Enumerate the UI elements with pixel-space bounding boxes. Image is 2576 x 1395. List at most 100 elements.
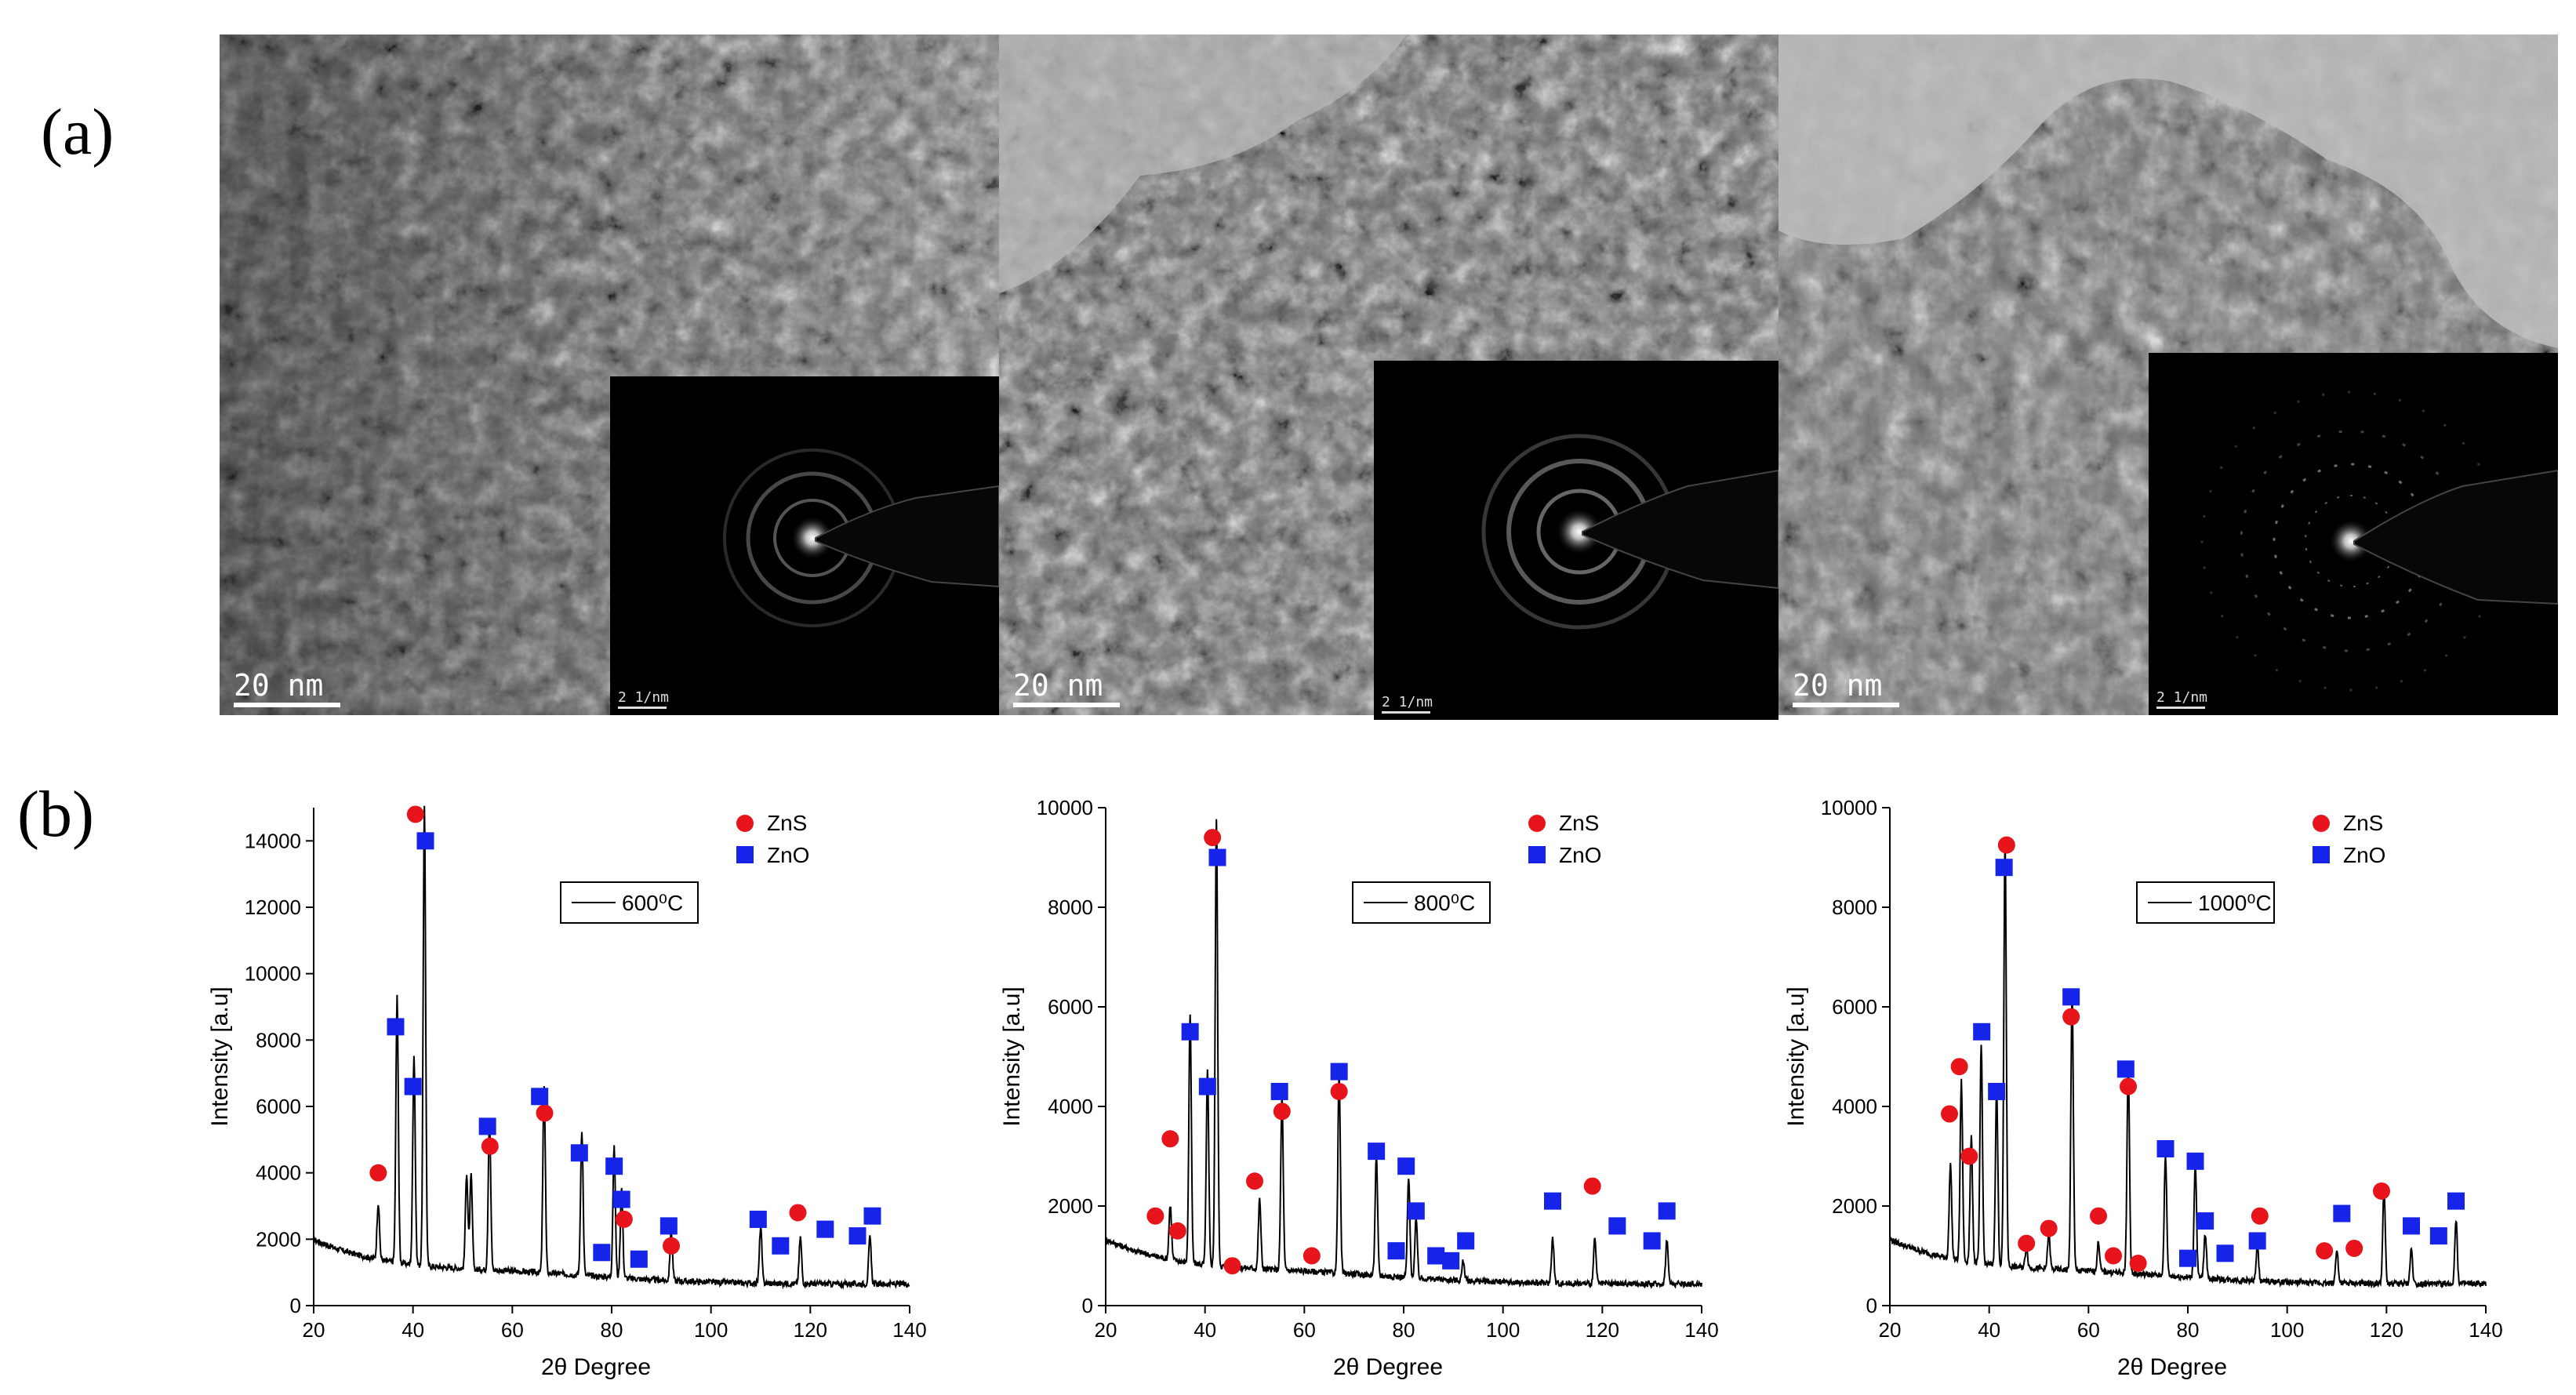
legend-zno-label: ZnO [2343, 843, 2385, 867]
saed-pattern-600: 2 1/nm [610, 376, 999, 715]
y-tick-label: 10000 [245, 962, 301, 986]
zno-peak-marker [612, 1190, 630, 1208]
zno-peak-marker [772, 1237, 790, 1255]
legend-zno-marker [1528, 846, 1546, 863]
y-tick-label: 12000 [245, 895, 301, 919]
xrd-spectrum-line [313, 805, 910, 1290]
zno-peak-marker [478, 1117, 496, 1135]
legend-zns-label: ZnS [767, 811, 807, 835]
zno-peak-marker [1973, 1023, 1991, 1041]
legend-temperature-label: 800⁰C [1414, 891, 1475, 915]
zns-peak-marker [1997, 836, 2015, 854]
legend-temperature-label: 1000⁰C [2198, 891, 2272, 915]
zns-peak-marker [406, 805, 424, 823]
legend-zns-label: ZnS [1559, 811, 1599, 835]
x-tick-label: 60 [2077, 1318, 2100, 1342]
zno-peak-marker [1544, 1192, 1561, 1210]
y-tick-label: 6000 [256, 1095, 301, 1118]
zns-peak-marker [1583, 1177, 1601, 1195]
legend-zno-marker [2313, 846, 2330, 863]
legend-box [560, 881, 699, 924]
x-tick-label: 20 [303, 1318, 325, 1342]
zns-peak-marker [1223, 1257, 1241, 1275]
zno-peak-marker [605, 1157, 623, 1175]
legend-temperature-label: 600⁰C [622, 891, 683, 915]
zno-peak-marker [863, 1207, 881, 1225]
zno-peak-marker [1658, 1202, 1676, 1220]
tem-image-600: 20 nm [220, 35, 999, 715]
x-tick-label: 120 [794, 1318, 827, 1342]
x-tick-label: 20 [1879, 1318, 1902, 1342]
zno-peak-marker [387, 1018, 405, 1036]
scale-bar-line [1013, 703, 1120, 707]
zns-peak-marker [1330, 1082, 1348, 1100]
y-tick-label: 0 [1866, 1294, 1877, 1317]
zns-peak-marker [1246, 1172, 1263, 1190]
x-tick-label: 120 [1586, 1318, 1619, 1342]
tem-scale-bar: 20 nm [1793, 670, 1899, 707]
zns-peak-marker [536, 1104, 554, 1122]
zns-peak-marker [2018, 1234, 2036, 1252]
y-tick-label: 2000 [1048, 1194, 1093, 1218]
zno-peak-marker [1407, 1202, 1425, 1220]
tem-micrograph [220, 35, 999, 715]
saed-scale-label: 2 1/nm [2156, 689, 2208, 706]
x-tick-label: 100 [2270, 1318, 2304, 1342]
scale-bar-line [234, 703, 340, 707]
zno-peak-marker [2248, 1232, 2266, 1250]
diffraction-spots [2200, 391, 2558, 692]
zns-peak-marker [1146, 1207, 1164, 1225]
y-tick-label: 14000 [245, 829, 301, 852]
panel-label-b: (b) [17, 778, 94, 851]
zno-peak-marker [2062, 988, 2080, 1006]
legend-zns-marker [2313, 815, 2330, 832]
y-tick-label: 4000 [256, 1161, 301, 1185]
y-tick-label: 0 [290, 1294, 301, 1317]
x-tick-label: 80 [1393, 1318, 1415, 1342]
zno-peak-marker [2186, 1152, 2204, 1170]
x-tick-label: 40 [401, 1318, 424, 1342]
zns-peak-marker [1303, 1247, 1321, 1265]
zno-peak-marker [1387, 1242, 1405, 1260]
zno-peak-marker [2196, 1212, 2214, 1230]
x-axis-label: 2θ Degree [1333, 1354, 1443, 1380]
zns-peak-marker [1941, 1105, 1958, 1123]
zno-peak-marker [630, 1250, 648, 1268]
zns-peak-marker [2062, 1008, 2080, 1026]
x-tick-label: 40 [1194, 1318, 1216, 1342]
zns-peak-marker [369, 1164, 387, 1182]
x-tick-label: 120 [2370, 1318, 2403, 1342]
x-tick-label: 40 [1978, 1318, 2000, 1342]
legend-zns-marker [736, 815, 754, 832]
zns-peak-marker [789, 1204, 807, 1222]
legend-zno-label: ZnO [767, 843, 809, 867]
zno-peak-marker [2333, 1204, 2351, 1222]
zno-peak-marker [593, 1244, 611, 1262]
scale-bar-line [1793, 703, 1899, 707]
y-tick-label: 4000 [1832, 1095, 1877, 1118]
zno-peak-marker [404, 1077, 422, 1095]
y-tick-label: 6000 [1048, 995, 1093, 1019]
x-tick-label: 100 [694, 1318, 728, 1342]
x-tick-label: 140 [2469, 1318, 2502, 1342]
saed-scale-label: 2 1/nm [618, 689, 670, 706]
tem-scale-bar: 20 nm [1013, 670, 1120, 707]
scale-label: 20 nm [234, 668, 324, 703]
zns-peak-marker [1960, 1147, 1978, 1165]
x-axis-label: 2θ Degree [541, 1354, 651, 1380]
saed-scale-bar: 2 1/nm [2156, 689, 2207, 709]
y-tick-label: 10000 [1037, 796, 1093, 819]
zno-peak-marker [2179, 1249, 2196, 1267]
legend-zno-label: ZnO [1559, 843, 1601, 867]
zno-peak-marker [1643, 1232, 1661, 1250]
x-tick-label: 100 [1486, 1318, 1520, 1342]
zno-peak-marker [570, 1144, 588, 1162]
zno-peak-marker [659, 1217, 678, 1235]
zno-peak-marker [1208, 848, 1226, 866]
zno-peak-marker [2429, 1227, 2447, 1245]
zno-peak-marker [2116, 1060, 2135, 1078]
xrd-spectrum-line [1889, 838, 2487, 1289]
zno-peak-marker [749, 1210, 767, 1228]
panel-label-a: (a) [41, 96, 114, 169]
legend-zns-label: ZnS [2343, 811, 2383, 835]
